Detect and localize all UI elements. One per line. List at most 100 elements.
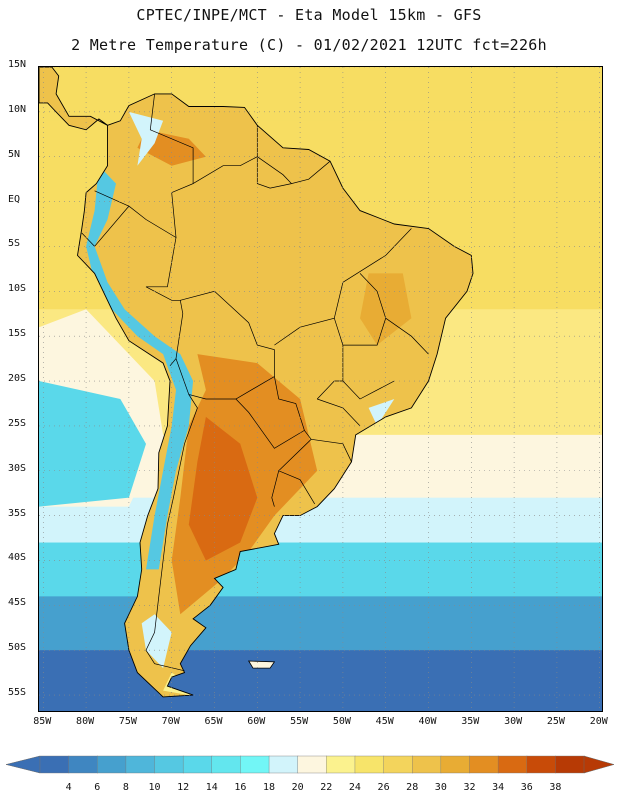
colorbar-segment [497,755,528,774]
longitude-tick-label: 55W [290,716,309,727]
border-line-18 [311,438,352,462]
border-line-11 [333,273,387,346]
colorbar-segment [383,755,413,774]
colorbar-segment [354,755,385,774]
longitude-tick-label: 40W [418,716,437,727]
colorbar-tick-label: 38 [549,782,562,793]
colorbar-tick-label: 8 [122,782,129,793]
colorbar-tick-label: 6 [94,782,101,793]
map-title-line-2: 2 Metre Temperature (C) - 01/02/2021 12U… [71,36,547,54]
colorbar-segment [412,755,442,774]
ocean-band-4 [39,497,602,544]
colorbar-tick-label: 36 [520,782,533,793]
border-line-13 [342,228,412,283]
colorbar-tick-label: 34 [492,782,505,793]
border-line-4 [145,237,184,367]
longitude-tick-label: 35W [461,716,480,727]
longitude-tick-label: 75W [118,716,137,727]
colorbar-tick-label: 18 [263,782,276,793]
colorbar-segment [182,755,213,774]
latitude-tick-label: 50S [8,642,27,654]
colorbar-tick-label: 28 [406,782,419,793]
hottest-region-south [188,416,258,561]
colorbar-segment [326,755,356,774]
latitude-tick-label: 15N [8,59,27,70]
ocean-band-6 [39,596,602,652]
latitude-tick-label: 25S [8,417,27,429]
longitude-tick-label: 20W [589,716,608,727]
lat-lon-grid [39,67,602,711]
latitude-tick-label: 40S [8,552,27,564]
colorbar-right-arrow [583,755,615,774]
border-line-15 [342,345,395,400]
longitude-tick-label: 85W [33,716,52,727]
colorbar-tick-label: 20 [291,782,304,793]
colorbar-tick-label: 22 [320,782,333,793]
border-line-8 [278,430,315,505]
ocean-band-0 [39,67,602,122]
island-1 [247,660,276,669]
border-line-14 [385,317,429,355]
latitude-tick-label: 45S [8,597,27,609]
colorbar-segment [469,755,499,774]
longitude-tick-label: 70W [161,716,180,727]
colorbar-tick-label: 14 [205,782,218,793]
colorbar-segment [526,755,556,774]
map-title-line-1: CPTEC/INPE/MCT - Eta Model 15km - GFS [136,6,482,24]
latitude-tick-label: 10N [8,103,27,115]
latitude-tick-label: 10S [8,283,27,295]
colorbar-segment [440,755,471,774]
colorbar-tick-label: 4 [65,782,72,793]
longitude-tick-label: 30W [504,716,523,727]
colorbar-tick-label: 12 [177,782,190,793]
border-line-3 [256,156,292,189]
latitude-tick-label: 55S [8,687,27,699]
pacific-cold-zone [39,381,147,507]
longitude-tick-label: 60W [247,716,266,727]
colorbar-segment [68,755,98,774]
andes-cold-spine [86,165,194,570]
colorbar-left-arrow [5,755,41,774]
latitude-tick-label: 30S [8,462,27,474]
latitude-tick-label: 35S [8,507,27,519]
longitude-tick-label: 80W [76,716,95,727]
serra-do-mar-cool [368,399,395,426]
colorbar-segment [297,755,327,774]
colorbar-segment [268,755,299,774]
border-line-12 [274,282,344,346]
colorbar-tick-label: 24 [348,782,361,793]
longitude-tick-label: 50W [332,716,351,727]
border-line-9 [271,470,280,507]
latitude-tick-label: 5N [8,148,21,160]
colorbar-segment [39,755,70,774]
border-line-7 [145,394,198,672]
colorbar-tick-label: 30 [434,782,447,793]
ocean-band-5 [39,542,602,598]
colorbar-tick-label: 32 [463,782,476,793]
latitude-tick-label: 20S [8,373,27,385]
longitude-tick-label: 25W [546,716,565,727]
temperature-colorbar [5,755,615,774]
colorbar-segment [125,755,156,774]
ocean-band-7 [39,650,602,711]
longitude-tick-label: 45W [375,716,394,727]
andes-north-cool [128,111,164,166]
colorbar-segment [211,755,242,774]
colorbar-tick-label: 26 [377,782,390,793]
colorbar-segment [555,755,585,774]
map-canvas [39,67,602,711]
colorbar-segment [240,755,270,774]
colorbar-tick-label: 10 [148,782,161,793]
latitude-tick-label: 15S [8,328,27,340]
patagonia-cool [141,614,172,669]
colorbar-segment [154,755,184,774]
latitude-tick-label: EQ [8,193,21,205]
longitude-tick-label: 65W [204,716,223,727]
temperature-map [38,66,603,712]
colorbar-segment [97,755,127,774]
border-line-1 [192,125,258,184]
border-line-5 [175,290,275,400]
south-america-coastline [77,93,474,698]
latitude-tick-label: 5S [8,238,21,250]
colorbar-tick-label: 16 [234,782,247,793]
